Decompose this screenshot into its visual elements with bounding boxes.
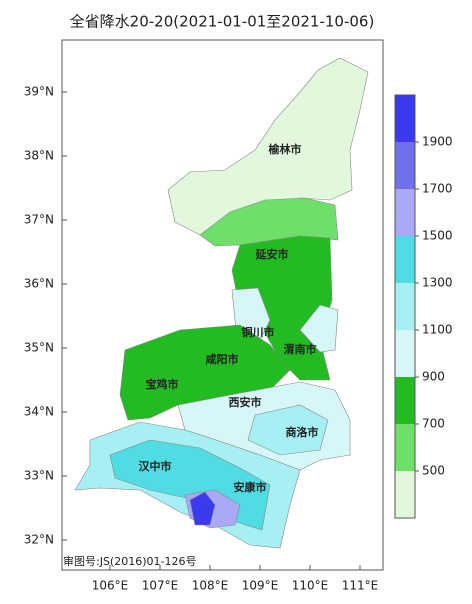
lon-label: 106°E — [92, 579, 129, 593]
lon-label: 109°E — [242, 579, 279, 593]
lat-label: 35°N — [24, 341, 54, 355]
colorbar-segment — [395, 424, 415, 471]
colorbar-frame — [394, 94, 416, 519]
colorbar-label: 1300 — [422, 276, 453, 290]
colorbar-label: 500 — [422, 464, 445, 478]
city-label: 商洛市 — [286, 425, 319, 439]
lat-label: 36°N — [24, 277, 54, 291]
city-label: 西安市 — [229, 395, 262, 409]
lat-label: 37°N — [24, 213, 54, 227]
colorbar-segment — [395, 142, 415, 189]
colorbar-segment — [395, 95, 415, 142]
colorbar-label: 1700 — [422, 182, 453, 196]
city-label: 宝鸡市 — [146, 377, 179, 391]
lon-label: 108°E — [192, 579, 229, 593]
title: 全省降水20-20(2021-01-01至2021-10-06) — [70, 13, 375, 31]
city-label: 渭南市 — [284, 342, 317, 356]
lat-label: 32°N — [24, 533, 54, 547]
city-label: 汉中市 — [139, 459, 172, 473]
colorbar-label: 1500 — [422, 229, 453, 243]
colorbar-label: 1100 — [422, 323, 453, 337]
colorbar-segment — [395, 283, 415, 330]
lat-label: 38°N — [24, 149, 54, 163]
colorbar-label: 1900 — [422, 135, 453, 149]
colorbar-segment — [395, 330, 415, 377]
lon-label: 110°E — [292, 579, 329, 593]
colorbar-segment — [395, 189, 415, 236]
colorbar-segment — [395, 236, 415, 283]
map-number: 审图号:JS(2016)01-126号 — [63, 554, 196, 568]
colorbar-segment — [395, 377, 415, 424]
colorbar-label: 700 — [422, 417, 445, 431]
lon-label: 111°E — [342, 579, 379, 593]
colorbar-label: 900 — [422, 370, 445, 384]
lat-label: 33°N — [24, 469, 54, 483]
map-frame — [61, 39, 384, 571]
city-label: 铜川市 — [241, 325, 275, 339]
lon-label: 107°E — [142, 579, 179, 593]
lat-label: 34°N — [24, 405, 54, 419]
city-label: 延安市 — [255, 247, 289, 261]
city-label: 榆林市 — [269, 142, 302, 156]
city-label: 咸阳市 — [206, 352, 239, 366]
lat-label: 39°N — [24, 85, 54, 99]
province-map — [74, 57, 369, 549]
colorbar-segment — [395, 471, 415, 518]
city-label: 安康市 — [234, 480, 267, 494]
